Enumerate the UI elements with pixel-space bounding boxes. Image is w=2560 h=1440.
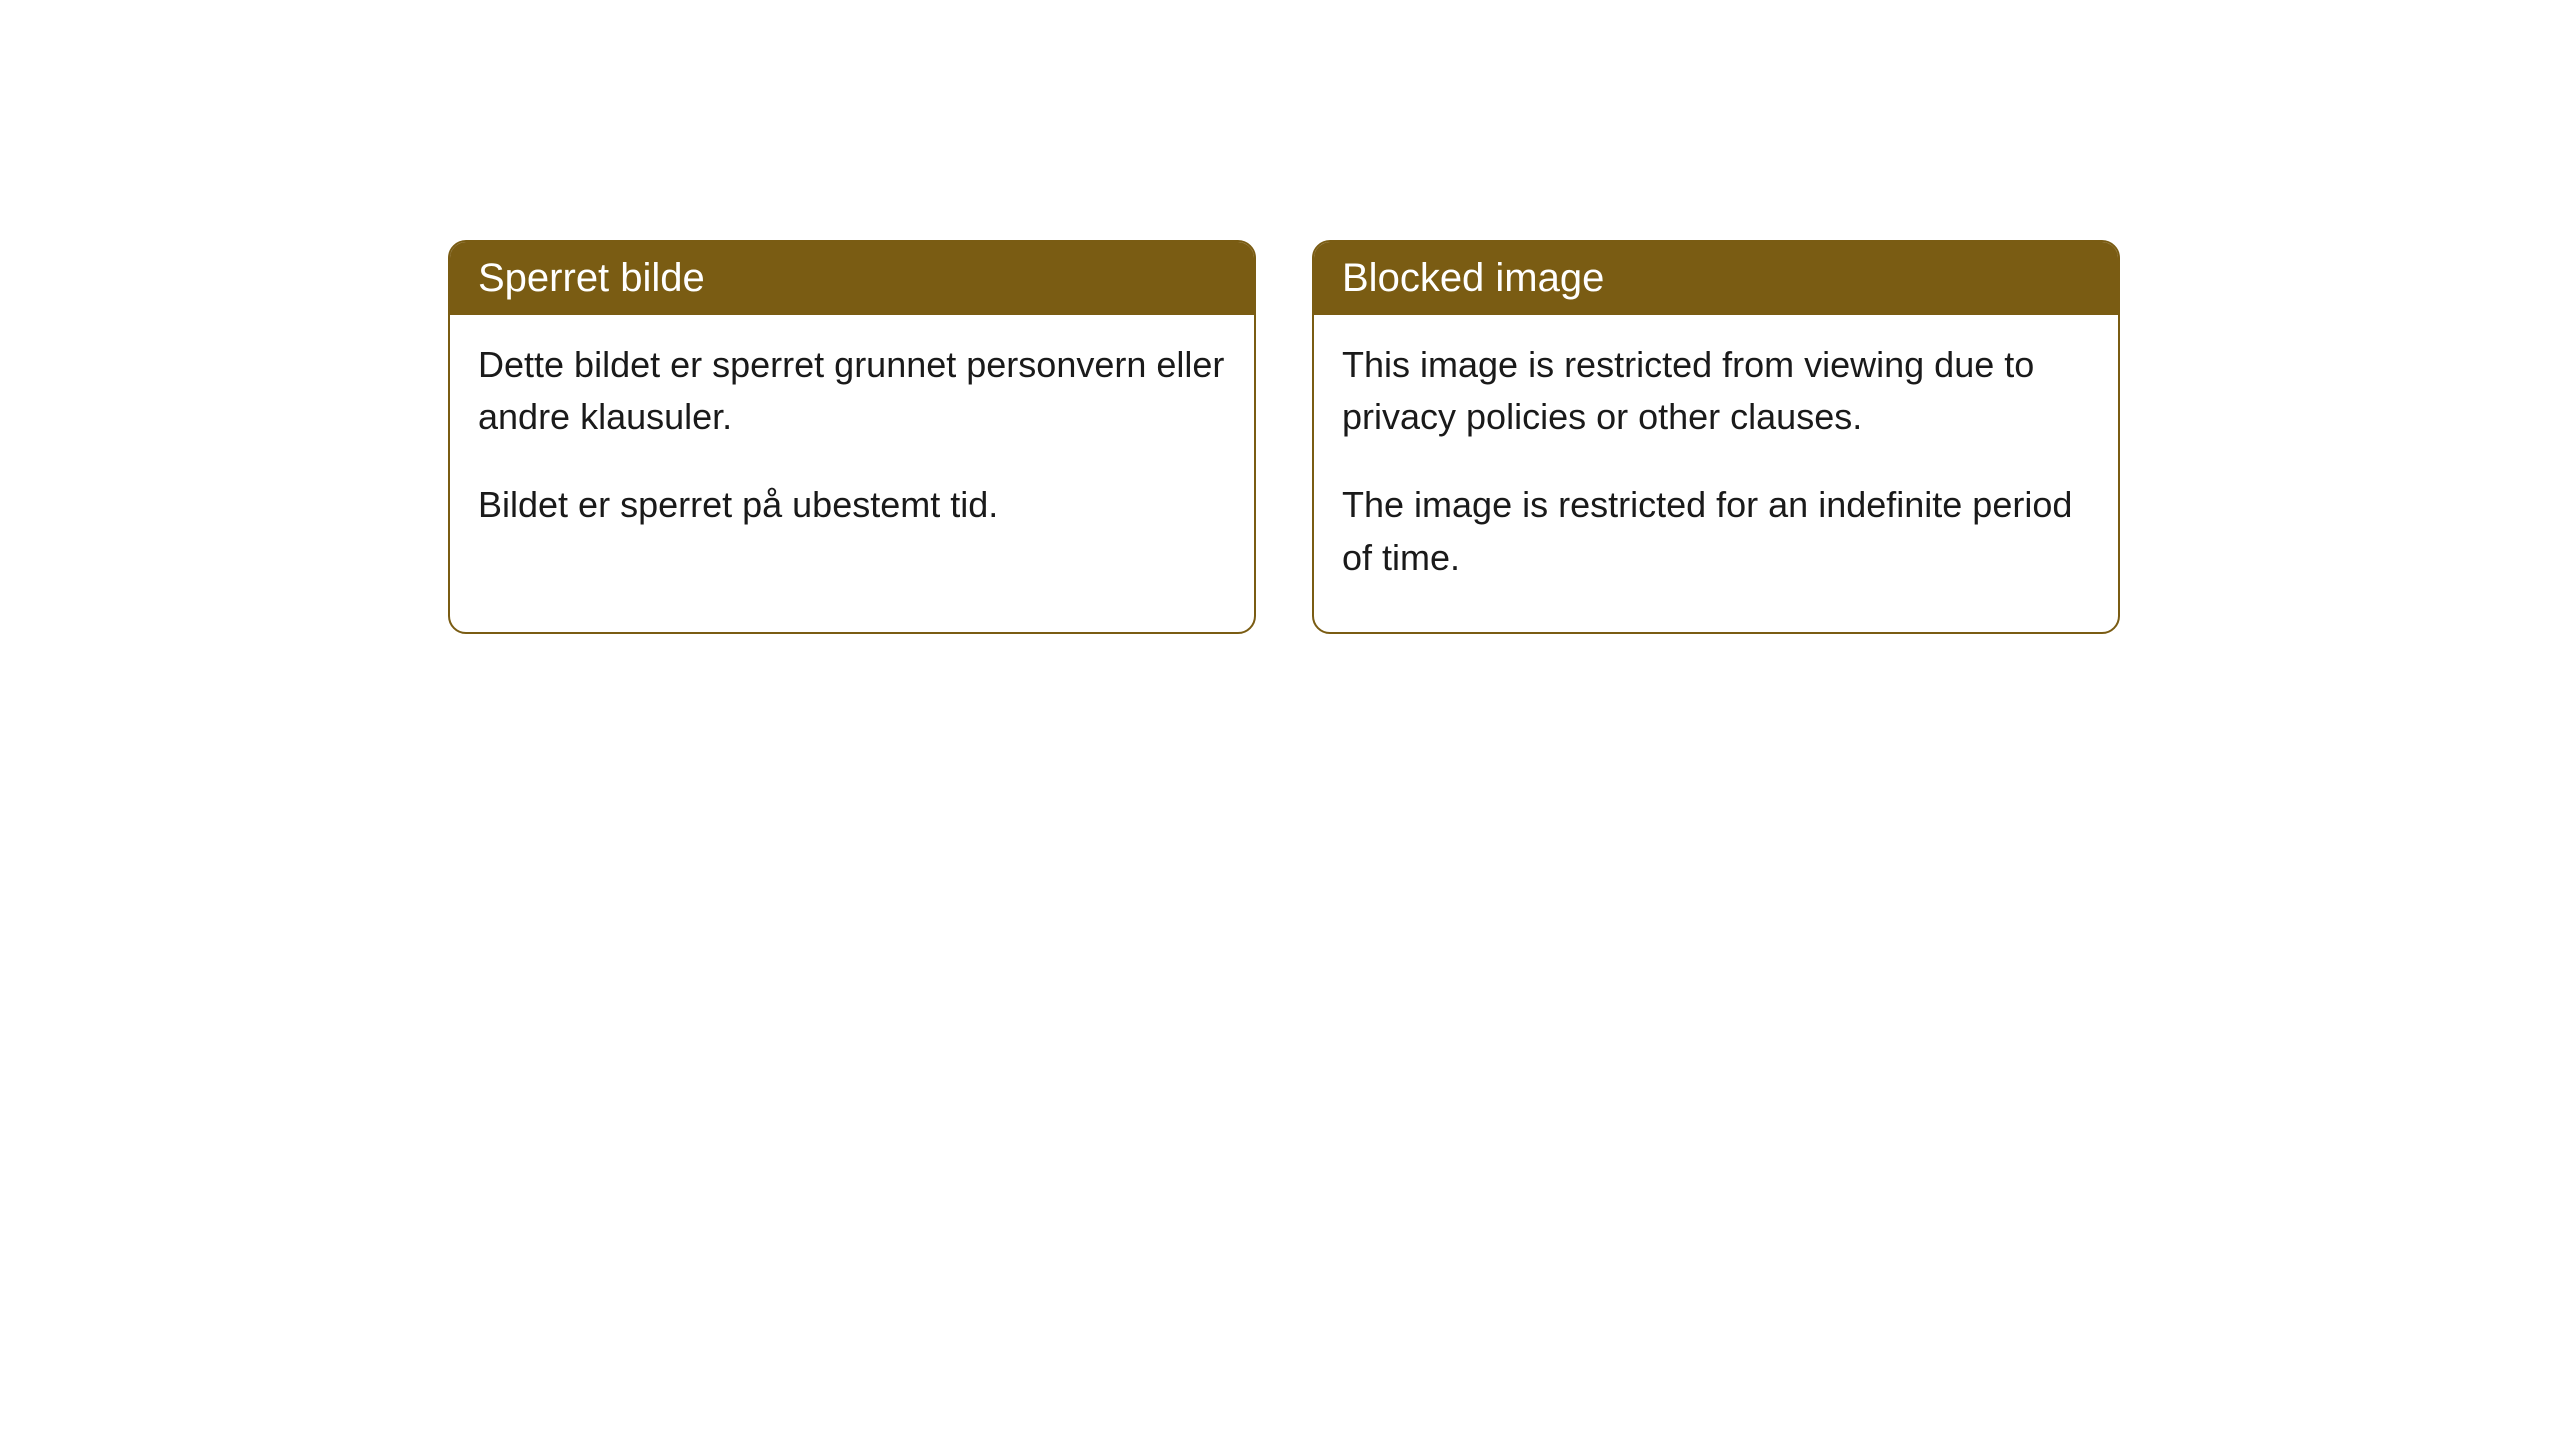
card-paragraph: This image is restricted from viewing du… [1342,339,2090,443]
card-title: Blocked image [1342,256,1604,300]
card-paragraph: Bildet er sperret på ubestemt tid. [478,479,1226,531]
notice-cards-container: Sperret bilde Dette bildet er sperret gr… [448,240,2120,634]
blocked-image-card-no: Sperret bilde Dette bildet er sperret gr… [448,240,1256,634]
card-title: Sperret bilde [478,256,705,300]
card-body: This image is restricted from viewing du… [1314,315,2118,632]
card-header: Blocked image [1314,242,2118,315]
card-body: Dette bildet er sperret grunnet personve… [450,315,1254,580]
card-header: Sperret bilde [450,242,1254,315]
card-paragraph: Dette bildet er sperret grunnet personve… [478,339,1226,443]
card-paragraph: The image is restricted for an indefinit… [1342,479,2090,583]
blocked-image-card-en: Blocked image This image is restricted f… [1312,240,2120,634]
